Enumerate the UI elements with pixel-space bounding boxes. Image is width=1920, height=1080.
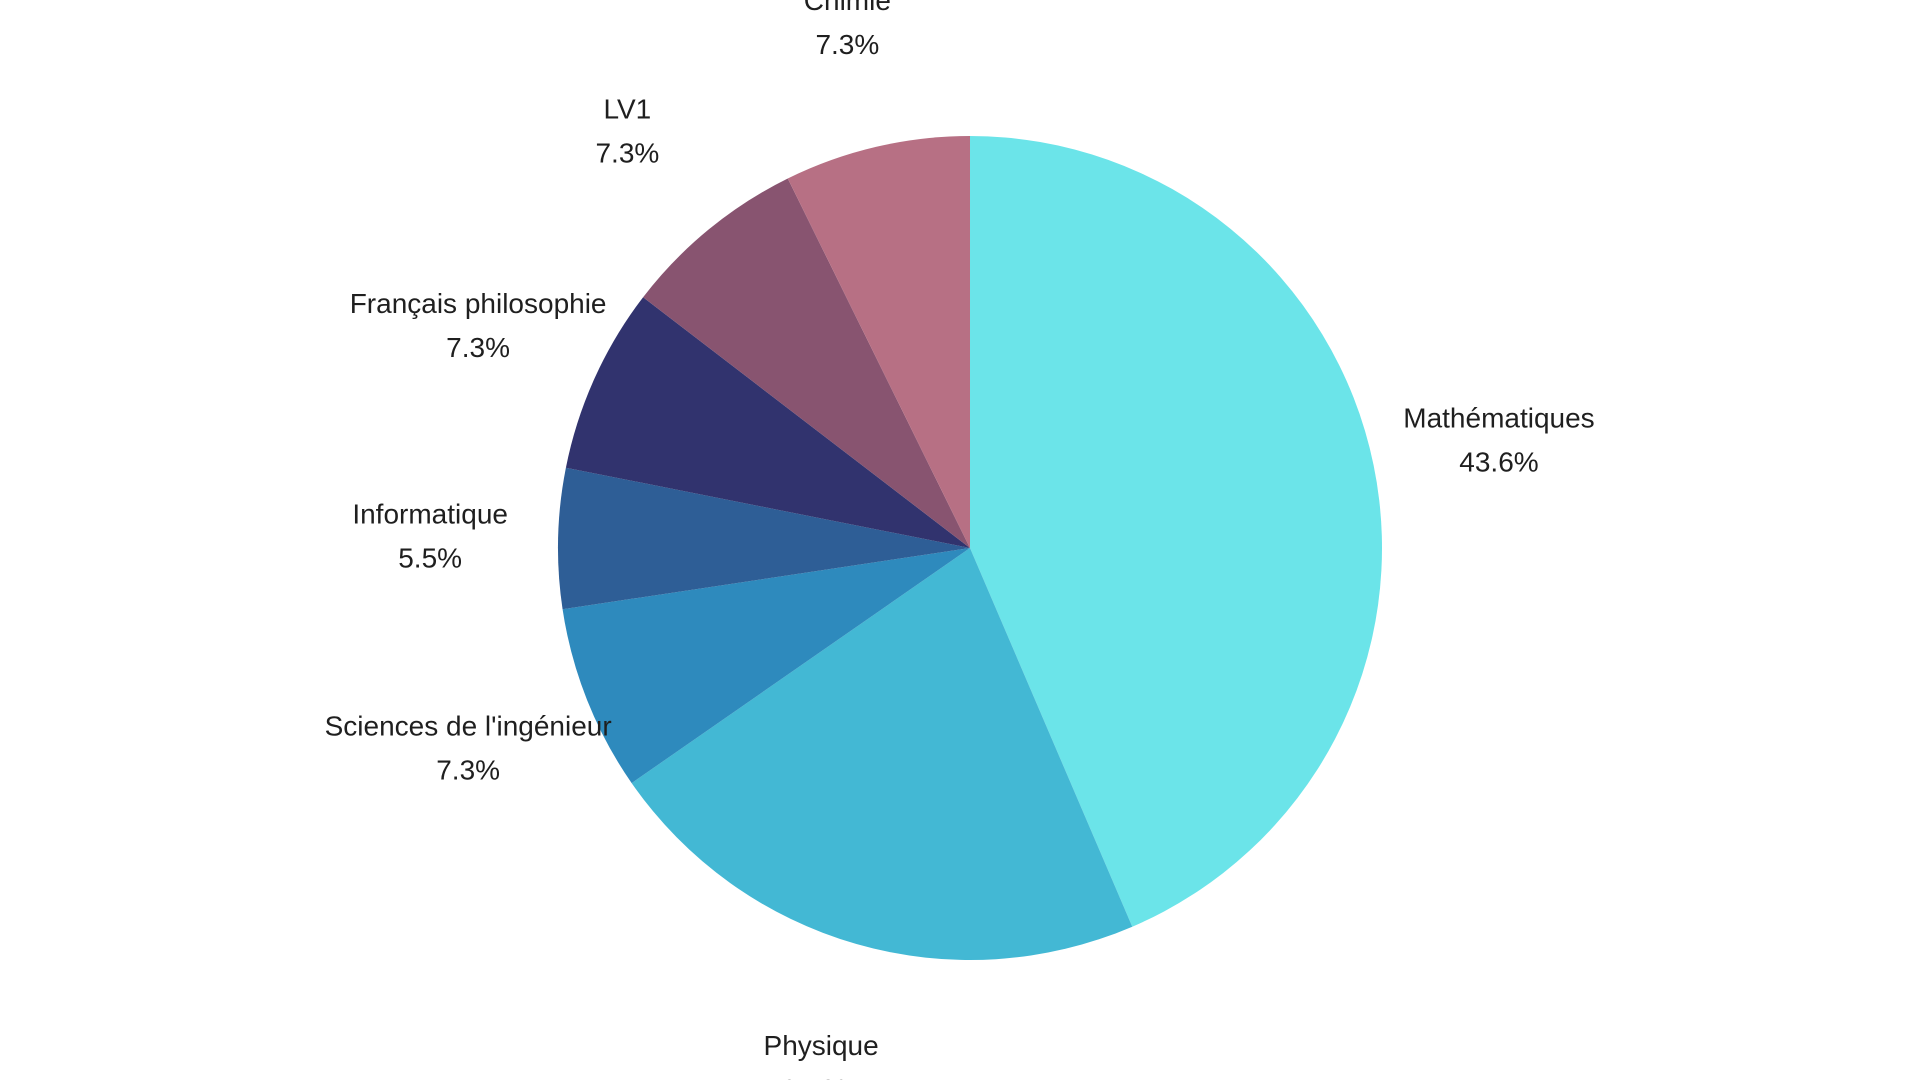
slice-value-mathematiques: 43.6%: [1459, 446, 1538, 477]
slice-label-group-physique: Physique 21.8%: [764, 1030, 879, 1080]
slice-label-group-sciences-de-l-ingenieur: Sciences de l'ingénieur 7.3%: [325, 710, 612, 785]
slice-label-group-lv1: LV1 7.3%: [595, 94, 659, 169]
slice-value-physique: 21.8%: [781, 1074, 860, 1080]
labels-layer: Mathématiques 43.6% Physique 21.8% Sciences …: [325, 0, 1595, 1080]
pie-slice-informatique: [558, 467, 970, 610]
pie-slice-francais-philosophie: [565, 297, 970, 548]
pie-slice-mathematiques: [970, 136, 1383, 927]
slice-label-group-chimie: Chimie 7.3%: [804, 0, 891, 60]
slice-label-chimie: Chimie: [804, 0, 891, 16]
slice-label-group-francais-philosophie: Français philosophie 7.3%: [350, 288, 607, 363]
slice-label-mathematiques: Mathématiques: [1403, 402, 1594, 433]
slice-label-group-mathematiques: Mathématiques 43.6%: [1403, 402, 1594, 477]
pie-slice-chimie: [787, 136, 970, 548]
pie-slice-physique: [631, 548, 1133, 960]
pie-slice-lv1: [643, 178, 970, 548]
slice-label-lv1: LV1: [604, 94, 652, 125]
slice-label-sciences-de-l-ingenieur: Sciences de l'ingénieur: [325, 710, 612, 741]
slice-value-sciences-de-l-ingenieur: 7.3%: [436, 754, 500, 785]
slice-value-informatique: 5.5%: [398, 542, 462, 573]
slice-label-group-informatique: Informatique 5.5%: [352, 498, 508, 573]
slice-value-lv1: 7.3%: [595, 138, 659, 169]
slice-label-physique: Physique: [764, 1030, 879, 1061]
slice-value-chimie: 7.3%: [815, 29, 879, 60]
slice-label-francais-philosophie: Français philosophie: [350, 288, 607, 319]
slice-value-francais-philosophie: 7.3%: [446, 332, 510, 363]
slices-layer: [558, 136, 1383, 960]
pie-slice-sciences-de-l-ingenieur: [562, 548, 970, 784]
slice-label-informatique: Informatique: [352, 498, 508, 529]
